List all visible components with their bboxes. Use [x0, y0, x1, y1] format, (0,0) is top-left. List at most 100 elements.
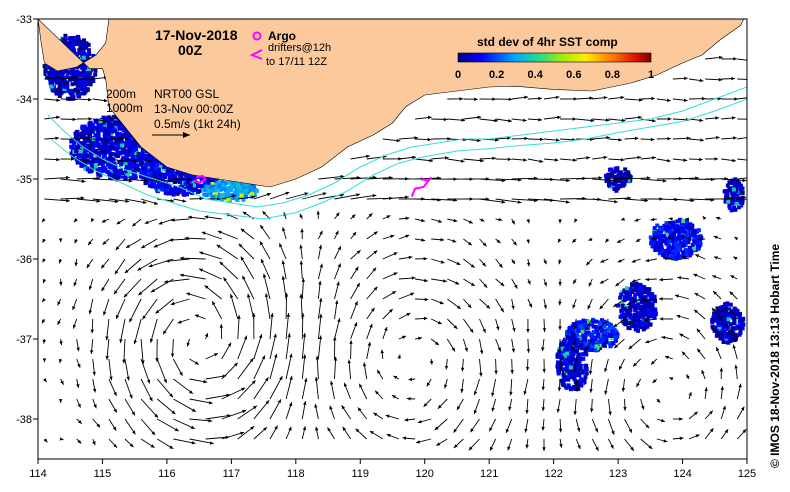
current-arrow	[76, 77, 95, 81]
sst-pixel	[97, 142, 102, 147]
current-arrow	[76, 158, 91, 163]
sst-pixel	[721, 328, 726, 333]
current-arrow	[572, 298, 577, 309]
current-arrow	[105, 318, 110, 341]
sst-pixel	[70, 41, 75, 46]
sst-pixel	[88, 142, 92, 147]
sst-pixel	[77, 80, 82, 85]
current-arrow	[184, 236, 206, 240]
current-arrow	[624, 136, 639, 141]
sst-pixel	[139, 162, 144, 167]
sst-pixel	[140, 155, 145, 160]
sst-pixel	[689, 246, 694, 251]
current-arrow	[156, 418, 179, 432]
sst-pixel	[91, 147, 96, 151]
current-arrow	[43, 438, 48, 443]
current-arrow	[44, 98, 61, 102]
sst-pixel	[47, 70, 52, 75]
current-arrow	[347, 359, 352, 380]
current-arrow	[398, 312, 411, 320]
current-arrow	[415, 297, 429, 302]
x-tick-label: 120	[416, 468, 434, 480]
current-arrow	[620, 217, 625, 221]
sst-pixel	[217, 183, 222, 188]
current-arrow	[640, 156, 656, 160]
current-arrow	[479, 218, 485, 222]
sst-pixel	[60, 84, 65, 89]
current-arrow	[623, 398, 627, 411]
current-arrow	[479, 278, 488, 288]
current-arrow	[124, 438, 134, 448]
current-arrow	[658, 297, 673, 301]
current-arrow	[217, 230, 238, 240]
sst-pixel	[619, 313, 624, 318]
current-arrow	[216, 244, 239, 260]
sst-pixel	[143, 175, 148, 180]
sst-pixel	[727, 313, 732, 318]
isobath-200-label: 200m	[106, 87, 136, 101]
sst-pixel	[81, 55, 86, 60]
current-arrow	[575, 418, 581, 432]
current-arrow	[571, 238, 577, 243]
current-arrow	[177, 318, 190, 324]
current-arrow	[431, 298, 444, 305]
sst-pixel	[652, 298, 657, 303]
current-arrow	[102, 238, 110, 246]
sst-pixel	[578, 366, 583, 371]
current-arrow	[543, 178, 570, 183]
sst-pixel	[681, 238, 686, 242]
sst-pixel	[726, 340, 731, 345]
sst-pixel	[589, 321, 594, 326]
sst-pixel	[75, 160, 80, 165]
sst-pixel	[662, 226, 667, 231]
sst-pixel	[57, 85, 62, 90]
sst-pixel	[687, 226, 692, 231]
current-arrow	[574, 218, 578, 223]
sst-pixel	[634, 281, 639, 286]
sst-pixel	[669, 248, 674, 253]
current-arrow	[663, 256, 673, 261]
sst-pixel	[199, 183, 204, 188]
current-arrow	[124, 198, 147, 204]
sst-pixel	[556, 360, 560, 365]
current-arrow	[165, 258, 190, 263]
current-arrow	[186, 292, 206, 300]
sst-pixel	[740, 318, 745, 323]
current-arrow	[479, 258, 487, 267]
sst-pixel	[113, 152, 118, 157]
current-arrow	[463, 115, 482, 120]
current-arrow	[253, 334, 263, 360]
current-arrow	[541, 398, 545, 412]
sst-pixel	[618, 170, 623, 175]
current-arrow	[317, 230, 323, 240]
current-arrow	[736, 428, 747, 440]
sst-pixel	[657, 235, 662, 240]
sst-pixel	[687, 245, 692, 250]
sst-pixel	[583, 375, 588, 380]
current-arrow	[720, 405, 726, 420]
sst-pixel	[567, 341, 572, 346]
sst-pixel	[627, 306, 632, 310]
current-arrow	[269, 399, 282, 420]
current-arrow	[415, 336, 423, 341]
sst-pixel	[686, 240, 691, 245]
sst-pixel	[79, 134, 84, 139]
current-arrow	[393, 375, 400, 380]
sst-pixel	[117, 126, 122, 131]
sst-pixel	[126, 143, 131, 147]
sst-pixel	[206, 192, 211, 197]
colorbar-tick-label: 0.2	[489, 69, 504, 81]
current-arrow	[350, 282, 361, 300]
sst-pixel	[98, 160, 103, 165]
current-arrow	[431, 218, 443, 223]
sst-pixel	[108, 145, 113, 150]
current-arrow	[44, 115, 61, 120]
sst-pixel	[129, 164, 134, 169]
current-arrow	[415, 278, 428, 283]
current-arrow	[241, 275, 255, 300]
current-arrow	[436, 438, 448, 446]
sst-pixel	[661, 233, 666, 238]
current-arrow	[269, 353, 278, 380]
current-arrow	[116, 218, 126, 225]
sst-pixel	[690, 243, 695, 248]
